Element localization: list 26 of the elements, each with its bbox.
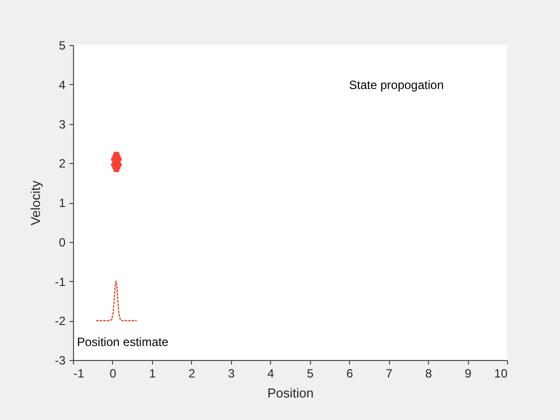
annotation: Position estimate bbox=[77, 335, 169, 349]
x-tick-label: 2 bbox=[188, 366, 196, 380]
x-tick-label: 9 bbox=[464, 366, 472, 380]
x-tick-label: 5 bbox=[306, 366, 314, 380]
y-tick-label: 0 bbox=[58, 235, 66, 250]
line-series bbox=[96, 280, 137, 322]
y-tick-label: 1 bbox=[58, 196, 66, 210]
y-tick-label: 4 bbox=[58, 78, 66, 92]
x-tick-label: 10 bbox=[494, 366, 508, 380]
x-tick-label: 7 bbox=[386, 366, 393, 380]
y-tick-label: 5 bbox=[58, 38, 66, 52]
x-tick-label: 4 bbox=[267, 366, 274, 380]
y-tick-label: -1 bbox=[54, 274, 66, 289]
x-tick-label: 3 bbox=[228, 366, 235, 380]
annotation: State propogation bbox=[349, 78, 444, 92]
x-tick-label: -1 bbox=[74, 366, 84, 380]
x-tick-label: 6 bbox=[346, 366, 354, 380]
x-tick-label: 0 bbox=[110, 366, 117, 380]
y-tick-label: 2 bbox=[58, 156, 66, 171]
y-axis-title: Velocity bbox=[28, 180, 43, 226]
x-tick-label: 1 bbox=[149, 366, 156, 380]
y-tick-label: -3 bbox=[54, 354, 66, 368]
y-tick-label: 3 bbox=[58, 117, 66, 132]
y-tick-label: -2 bbox=[54, 314, 66, 328]
x-tick-label: 8 bbox=[425, 366, 432, 380]
x-axis-title: Position bbox=[267, 386, 314, 400]
